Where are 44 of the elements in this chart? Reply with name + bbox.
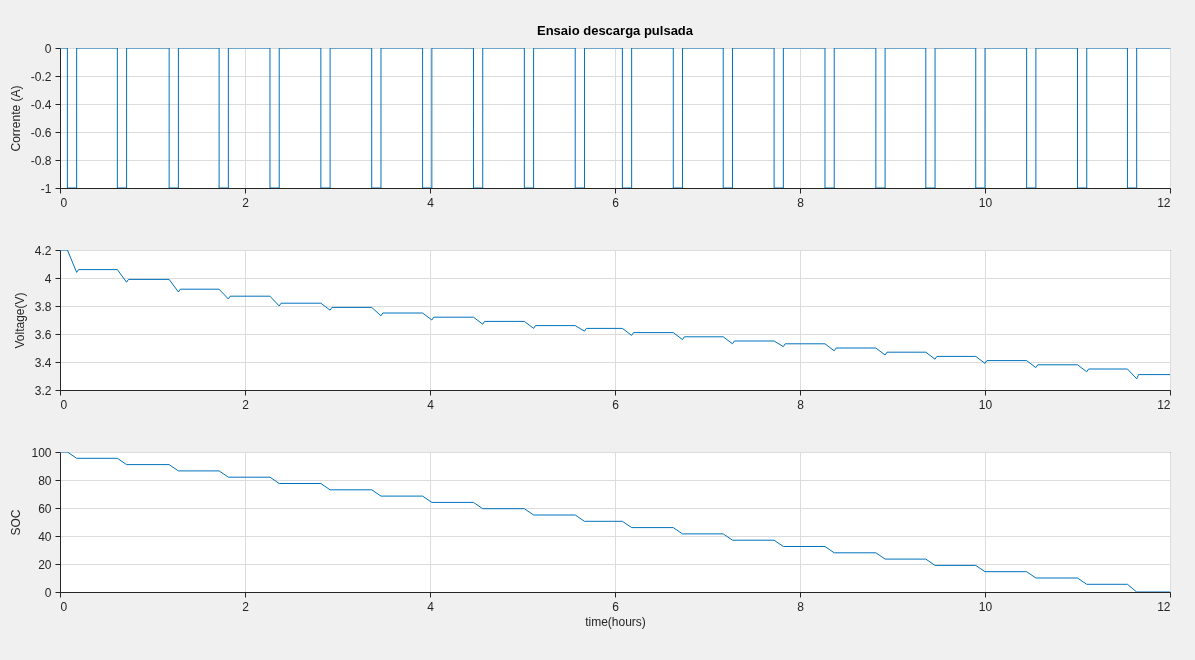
y-tick-label: 20 — [38, 557, 52, 572]
x-tick-label: 6 — [612, 397, 620, 412]
y-tick-label: 80 — [38, 473, 52, 488]
y-tick-label: 3.8 — [34, 299, 52, 314]
x-tick-label: 8 — [797, 195, 805, 210]
x-axis-title: time(hours) — [585, 614, 646, 629]
y-tick-label: -0.2 — [30, 69, 52, 84]
x-tick-label: 12 — [1157, 195, 1171, 210]
x-tick-label: 10 — [978, 599, 993, 614]
y-axis-title: Voltage(V) — [12, 292, 27, 349]
y-tick-label: 0 — [44, 585, 52, 600]
x-tick-label: 6 — [612, 195, 620, 210]
x-tick-label: 4 — [427, 397, 435, 412]
x-tick-label: 0 — [60, 397, 68, 412]
x-tick-label: 8 — [797, 599, 805, 614]
y-axis-title: SOC — [9, 509, 24, 536]
x-tick-label: 4 — [427, 195, 435, 210]
y-tick-label: 3.2 — [34, 383, 52, 398]
y-tick-label: 40 — [38, 529, 52, 544]
y-tick-label: -0.6 — [30, 125, 52, 140]
x-tick-label: 2 — [242, 195, 250, 210]
chart-title: Ensaio descarga pulsada — [536, 23, 694, 38]
y-tick-label: 4 — [44, 271, 52, 286]
x-tick-label: 8 — [797, 397, 805, 412]
y-tick-label: 100 — [31, 445, 52, 460]
x-tick-label: 0 — [60, 599, 68, 614]
y-tick-label: 3.6 — [34, 327, 52, 342]
y-tick-label: 0 — [44, 41, 52, 56]
y-tick-label: 3.4 — [34, 355, 52, 370]
x-tick-label: 12 — [1157, 599, 1171, 614]
x-tick-label: 2 — [242, 599, 250, 614]
x-tick-label: 0 — [60, 195, 68, 210]
y-axis-title: Corrente (A) — [8, 85, 23, 152]
y-tick-label: -0.8 — [30, 153, 52, 168]
x-tick-label: 4 — [427, 599, 435, 614]
x-tick-label: 10 — [978, 397, 993, 412]
y-tick-label: 60 — [38, 501, 52, 516]
y-tick-label: 4.2 — [34, 243, 52, 258]
y-tick-label: -0.4 — [30, 97, 52, 112]
x-tick-label: 12 — [1157, 397, 1171, 412]
x-tick-label: 2 — [242, 397, 250, 412]
x-tick-label: 6 — [612, 599, 620, 614]
x-tick-label: 10 — [978, 195, 993, 210]
y-tick-label: -1 — [40, 181, 52, 196]
